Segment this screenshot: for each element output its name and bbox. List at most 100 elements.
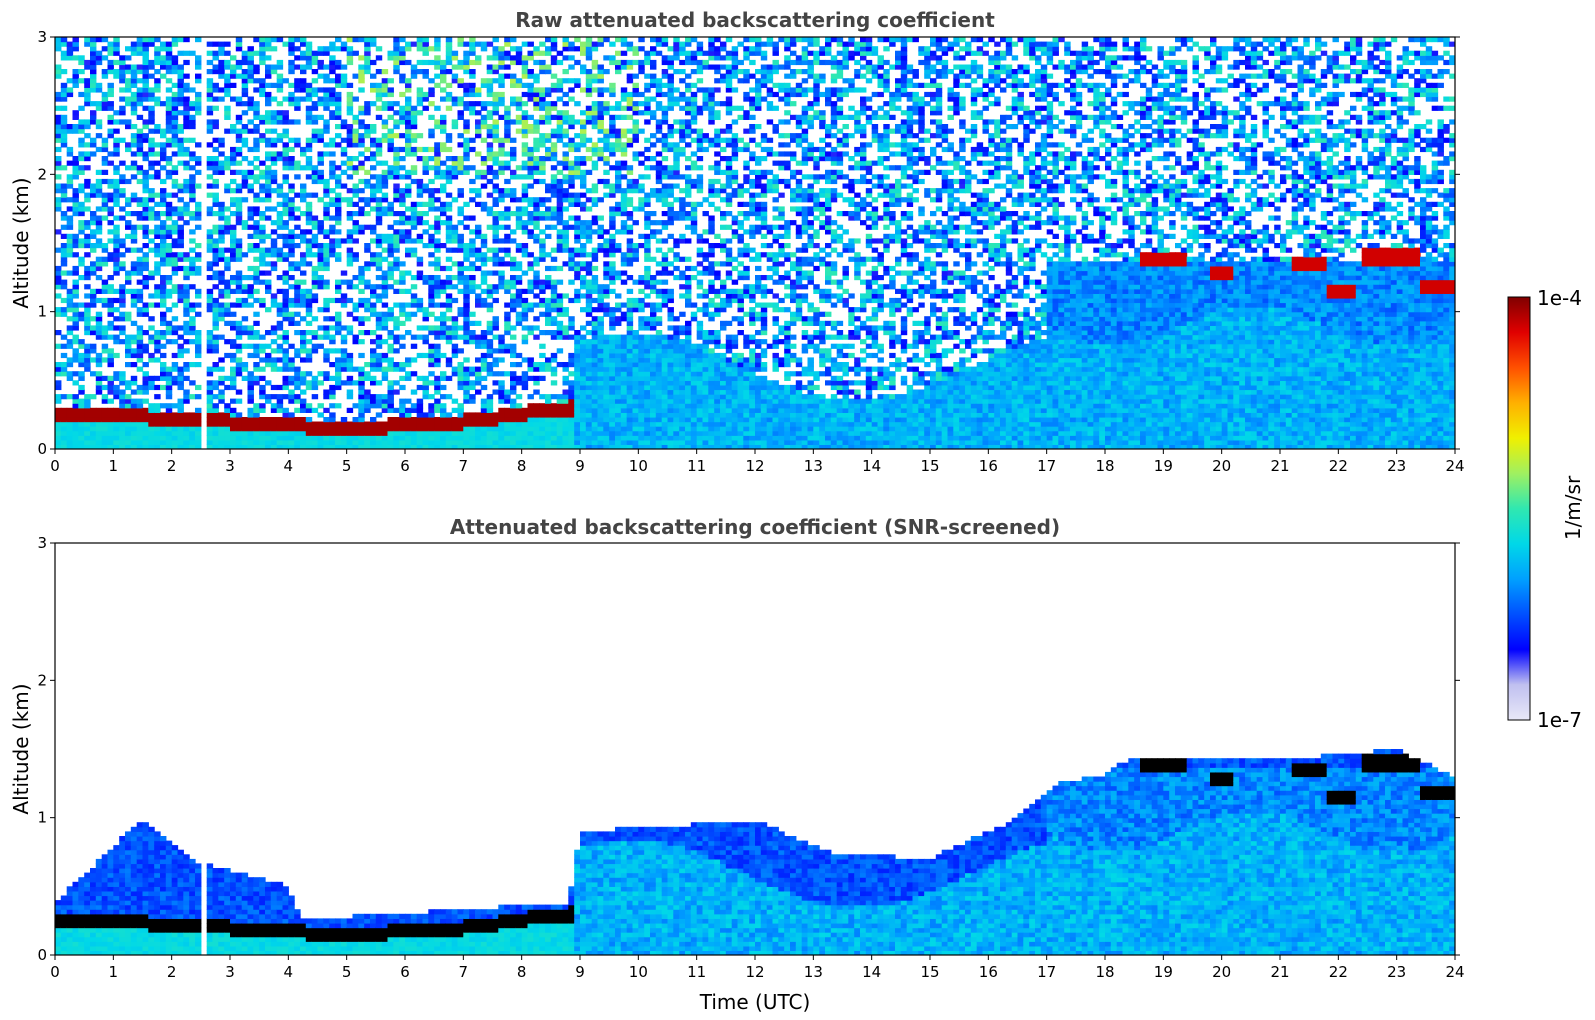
heatmap-cell	[72, 288, 79, 294]
heatmap-cell	[358, 371, 365, 377]
heatmap-cell	[375, 275, 383, 281]
heatmap-cell	[276, 224, 284, 230]
heatmap-cell	[183, 220, 190, 226]
heatmap-cell	[405, 142, 412, 148]
heatmap-cell	[270, 297, 278, 304]
heatmap-cell	[323, 50, 330, 56]
heatmap-cell	[183, 412, 190, 418]
heatmap-cell	[206, 105, 214, 111]
heatmap-cell	[130, 362, 138, 368]
heatmap-cell	[218, 151, 225, 157]
heatmap-cell	[410, 110, 418, 116]
heatmap-cell	[440, 142, 447, 148]
heatmap-cell	[498, 142, 505, 148]
heatmap-cell	[346, 142, 354, 148]
heatmap-cell	[95, 275, 103, 281]
heatmap-cell	[445, 178, 453, 185]
heatmap-cell	[317, 307, 324, 313]
heatmap-cell	[405, 188, 412, 194]
heatmap-cell	[230, 435, 237, 441]
heatmap-cell	[364, 439, 371, 445]
heatmap-cell	[591, 389, 599, 395]
heatmap-cell	[311, 55, 319, 61]
heatmap-cell	[84, 91, 91, 98]
heatmap-cell	[183, 178, 190, 185]
heatmap-cell	[480, 330, 488, 336]
heatmap-cell	[282, 270, 289, 276]
heatmap-cell	[235, 183, 243, 189]
heatmap-cell	[148, 352, 155, 359]
heatmap-cell	[399, 439, 406, 445]
heatmap-cell	[329, 417, 336, 423]
heatmap-cell	[253, 435, 260, 441]
heatmap-cell	[428, 128, 435, 134]
heatmap-cell	[107, 220, 114, 226]
heatmap-cell	[148, 119, 155, 125]
heatmap-cell	[235, 96, 243, 102]
heatmap-cell	[335, 110, 342, 116]
heatmap-cell	[300, 302, 307, 308]
heatmap-cell	[247, 101, 254, 107]
heatmap-cell	[370, 238, 377, 244]
heatmap-cell	[142, 430, 149, 436]
heatmap-cell	[387, 243, 394, 249]
heatmap-cell	[521, 73, 529, 79]
heatmap-cell	[521, 133, 529, 139]
heatmap-cell	[113, 243, 120, 249]
heatmap-cell	[457, 156, 464, 162]
heatmap-cell	[486, 430, 494, 436]
heatmap-cell	[165, 105, 173, 111]
heatmap-cell	[545, 297, 552, 304]
heatmap-cell	[282, 421, 289, 427]
heatmap-cell	[95, 334, 103, 340]
heatmap-cell	[580, 206, 587, 212]
heatmap-cell	[329, 46, 336, 52]
heatmap-cell	[60, 261, 68, 267]
heatmap-cell	[475, 229, 482, 235]
heatmap-cell	[515, 275, 523, 281]
heatmap-cell	[498, 256, 505, 262]
heatmap-cell	[206, 275, 214, 281]
heatmap-cell	[556, 124, 564, 130]
heatmap-cell	[440, 128, 447, 134]
heatmap-cell	[171, 417, 179, 423]
heatmap-cell	[107, 46, 114, 52]
heatmap-cell	[183, 265, 190, 272]
heatmap-cell	[504, 412, 511, 418]
heatmap-cell	[463, 435, 470, 441]
heatmap-cell	[597, 105, 604, 111]
heatmap-cell	[340, 357, 348, 363]
heatmap-cell	[585, 46, 593, 52]
heatmap-cell	[189, 151, 196, 157]
heatmap-cell	[119, 206, 126, 212]
heatmap-cell	[125, 78, 132, 84]
heatmap-cell	[399, 307, 406, 313]
heatmap-cell	[521, 142, 529, 148]
heatmap-cell	[399, 211, 406, 217]
heatmap-cell	[585, 41, 593, 47]
heatmap-cell	[177, 238, 184, 244]
heatmap-cell	[463, 366, 470, 372]
heatmap-cell	[457, 160, 464, 166]
heatmap-cell	[154, 403, 161, 409]
heatmap-cell	[469, 91, 476, 98]
heatmap-cell	[492, 421, 499, 427]
heatmap-cell	[434, 439, 441, 445]
heatmap-cell	[370, 188, 377, 194]
heatmap-cell	[276, 307, 284, 313]
heatmap-cell	[480, 275, 488, 281]
heatmap-cell	[393, 325, 400, 331]
heatmap-cell	[375, 265, 383, 272]
heatmap-cell	[504, 325, 511, 331]
heatmap-cell	[574, 146, 581, 153]
heatmap-cell	[294, 380, 301, 386]
heatmap-cell	[457, 188, 464, 194]
heatmap-cell	[288, 188, 295, 194]
heatmap-cell	[562, 69, 569, 75]
heatmap-cell	[416, 435, 424, 441]
heatmap-cell	[399, 403, 406, 409]
heatmap-cell	[585, 78, 593, 84]
heatmap-cell	[422, 243, 429, 249]
heatmap-cell	[142, 156, 149, 162]
heatmap-cell	[545, 435, 552, 441]
